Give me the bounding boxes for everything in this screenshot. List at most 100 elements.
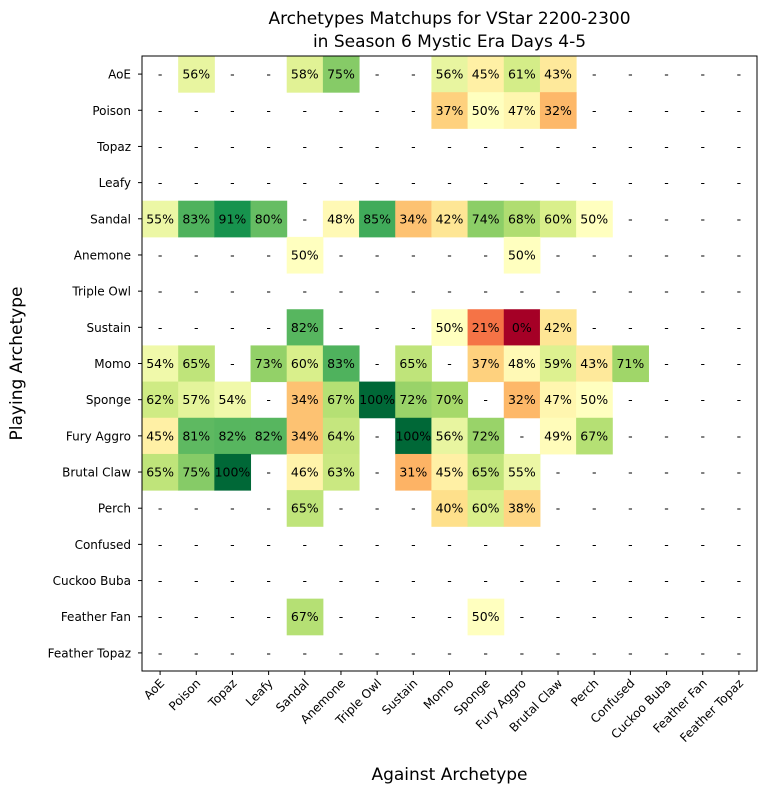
- cell-missing-label: -: [737, 573, 742, 588]
- y-tick-label: Feather Topaz: [48, 646, 131, 660]
- cell-missing-label: -: [592, 501, 597, 516]
- cell-value-label: 63%: [327, 465, 355, 480]
- cell-value-label: 59%: [544, 356, 572, 371]
- cell-missing-label: -: [700, 139, 705, 154]
- cell-value-label: 46%: [291, 465, 319, 480]
- cell-missing-label: -: [447, 645, 452, 660]
- heatmap-cell: [214, 453, 252, 491]
- cell-missing-label: -: [520, 428, 525, 443]
- cell-missing-label: -: [339, 645, 344, 660]
- cell-missing-label: -: [664, 175, 669, 190]
- cell-missing-label: -: [628, 175, 633, 190]
- heatmap-cell: [286, 381, 324, 419]
- cell-value-label: 45%: [146, 428, 174, 443]
- x-tick-label: Perch: [568, 676, 601, 709]
- cell-value-label: 42%: [544, 320, 572, 335]
- cell-value-label: 47%: [508, 103, 536, 118]
- cell-value-label: 50%: [291, 247, 319, 262]
- cell-value-label: 85%: [363, 211, 391, 226]
- cell-missing-label: -: [447, 356, 452, 371]
- heatmap-cells: [142, 56, 649, 636]
- cell-missing-label: -: [158, 284, 163, 299]
- cell-missing-label: -: [664, 392, 669, 407]
- cell-value-label: 61%: [508, 67, 536, 82]
- cell-missing-label: -: [158, 139, 163, 154]
- y-tick-label: Sandal: [90, 212, 131, 226]
- cell-missing-label: -: [230, 573, 235, 588]
- cell-value-label: 56%: [182, 67, 210, 82]
- x-tick-label: Leafy: [243, 676, 276, 709]
- cell-missing-label: -: [266, 501, 271, 516]
- cell-missing-label: -: [230, 103, 235, 118]
- cell-missing-label: -: [447, 284, 452, 299]
- cell-missing-label: -: [230, 501, 235, 516]
- y-tick-label: Momo: [94, 357, 131, 371]
- cell-missing-label: -: [339, 175, 344, 190]
- cell-missing-label: -: [700, 645, 705, 660]
- cell-missing-label: -: [556, 609, 561, 624]
- heatmap-cell: [322, 453, 360, 491]
- cell-missing-label: -: [230, 320, 235, 335]
- heatmap-cell: [467, 309, 505, 346]
- cell-missing-label: -: [411, 501, 416, 516]
- x-tick-label: Sustain: [379, 676, 420, 717]
- cell-missing-label: -: [158, 573, 163, 588]
- cell-missing-label: -: [266, 175, 271, 190]
- cell-value-label: 100%: [395, 428, 431, 443]
- cell-missing-label: -: [700, 573, 705, 588]
- heatmap-cell: [467, 490, 505, 527]
- cell-missing-label: -: [339, 103, 344, 118]
- cell-missing-label: -: [700, 211, 705, 226]
- cell-missing-label: -: [194, 284, 199, 299]
- cell-missing-label: -: [447, 247, 452, 262]
- heatmap-cell: [467, 345, 505, 383]
- cell-missing-label: -: [303, 284, 308, 299]
- cell-missing-label: -: [556, 573, 561, 588]
- cell-missing-label: -: [700, 609, 705, 624]
- cell-missing-label: -: [194, 645, 199, 660]
- cell-value-label: 45%: [472, 67, 500, 82]
- cell-missing-label: -: [664, 428, 669, 443]
- heatmap-cell: [395, 453, 432, 491]
- cell-value-label: 80%: [255, 211, 283, 226]
- cell-missing-label: -: [447, 537, 452, 552]
- cell-missing-label: -: [700, 175, 705, 190]
- cell-missing-label: -: [664, 103, 669, 118]
- cell-missing-label: -: [194, 320, 199, 335]
- cell-missing-label: -: [375, 175, 380, 190]
- cell-missing-label: -: [628, 465, 633, 480]
- cell-missing-label: -: [303, 537, 308, 552]
- cell-missing-label: -: [375, 428, 380, 443]
- y-tick-label: Confused: [75, 538, 131, 552]
- heatmap-cell: [431, 92, 469, 129]
- heatmap-cell: [214, 417, 252, 455]
- cell-missing-label: -: [158, 645, 163, 660]
- cell-missing-label: -: [411, 175, 416, 190]
- cell-missing-label: -: [737, 247, 742, 262]
- cell-value-label: 65%: [291, 501, 319, 516]
- heatmap-cell: [539, 56, 577, 93]
- cell-value-label: 56%: [436, 67, 464, 82]
- cell-value-label: 56%: [436, 428, 464, 443]
- cell-value-label: 83%: [182, 211, 210, 226]
- x-tick-label: Poison: [166, 676, 203, 713]
- heatmap-cell: [467, 56, 505, 93]
- cell-missing-label: -: [628, 320, 633, 335]
- cell-missing-label: -: [737, 175, 742, 190]
- cell-missing-label: -: [628, 211, 633, 226]
- heatmap-cell: [178, 381, 215, 419]
- cell-missing-label: -: [375, 139, 380, 154]
- heatmap-cell: [431, 200, 469, 238]
- cell-value-label: 34%: [291, 428, 319, 443]
- cell-missing-label: -: [230, 67, 235, 82]
- cell-value-label: 43%: [544, 67, 572, 82]
- heatmap-cell: [503, 345, 541, 383]
- heatmap-cell: [467, 417, 505, 455]
- cell-missing-label: -: [628, 609, 633, 624]
- cell-missing-label: -: [230, 645, 235, 660]
- cell-value-label: 34%: [399, 211, 427, 226]
- heatmap-cell: [214, 381, 252, 419]
- heatmap-cell: [539, 417, 577, 455]
- cell-missing-label: -: [700, 392, 705, 407]
- cell-value-label: 60%: [291, 356, 319, 371]
